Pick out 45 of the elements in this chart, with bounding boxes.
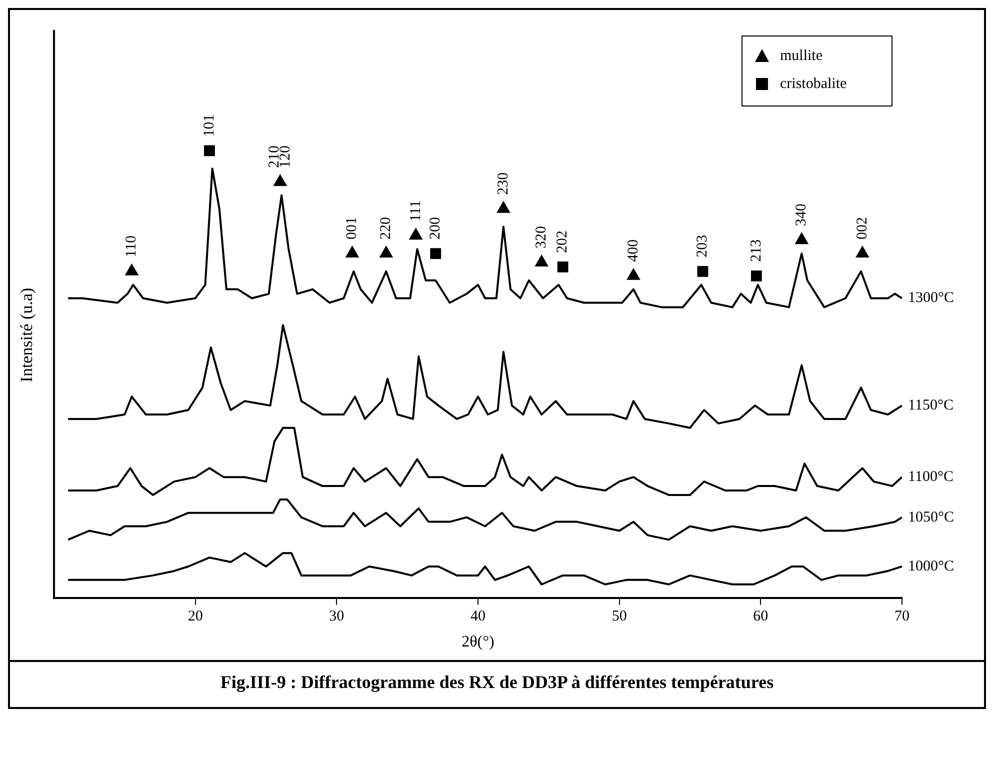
annotation: 213: [748, 239, 764, 262]
point: [346, 246, 359, 258]
x-tick-label: 70: [894, 608, 910, 625]
annotation: 400: [625, 239, 642, 262]
annotation: 340: [794, 204, 810, 226]
x-tick-label: 40: [470, 608, 486, 625]
point: [274, 174, 287, 186]
point: [204, 145, 215, 156]
x-tick-label: 30: [329, 608, 344, 625]
point: [496, 201, 510, 213]
annotation: 001: [344, 217, 360, 240]
point: [626, 268, 640, 280]
annotation: 110: [124, 235, 140, 258]
point: [557, 262, 568, 272]
y-axis-title: Intensité (u.a): [17, 288, 37, 382]
point: [125, 264, 138, 276]
annotation: 202: [554, 230, 571, 253]
annotation: 200: [428, 217, 444, 240]
series-label: 1300°C: [908, 290, 954, 306]
point: [856, 246, 869, 258]
text: Fig.III-9 : Diffractogramme des RX de DD3P à différentes températures: [10, 660, 984, 707]
annotation: 111: [408, 200, 424, 222]
point: [380, 246, 393, 258]
x-tick-label: 20: [188, 608, 203, 625]
x-tick-label: 50: [612, 608, 627, 625]
series-label: 1050°C: [908, 509, 954, 526]
series-label: 1100°C: [908, 469, 954, 486]
annotation: 101: [201, 114, 218, 137]
annotation: 220: [378, 217, 394, 240]
series-label: 1000°C: [908, 558, 954, 574]
series-label: 1150°C: [908, 397, 954, 414]
point: [430, 248, 442, 259]
point: [750, 270, 762, 282]
point: [409, 228, 422, 240]
x-tick-label: 60: [753, 608, 768, 625]
annotation: 230: [495, 172, 512, 195]
annotation: 002: [854, 217, 870, 240]
point: [795, 232, 808, 244]
legend-label: mullite: [780, 48, 823, 64]
annotation: 320: [534, 226, 550, 248]
point: [535, 254, 548, 266]
point: [697, 266, 708, 277]
annotation: 203: [694, 234, 711, 258]
legend-label: cristobalite: [780, 76, 847, 92]
x-axis-title: 2θ(°): [462, 634, 494, 651]
